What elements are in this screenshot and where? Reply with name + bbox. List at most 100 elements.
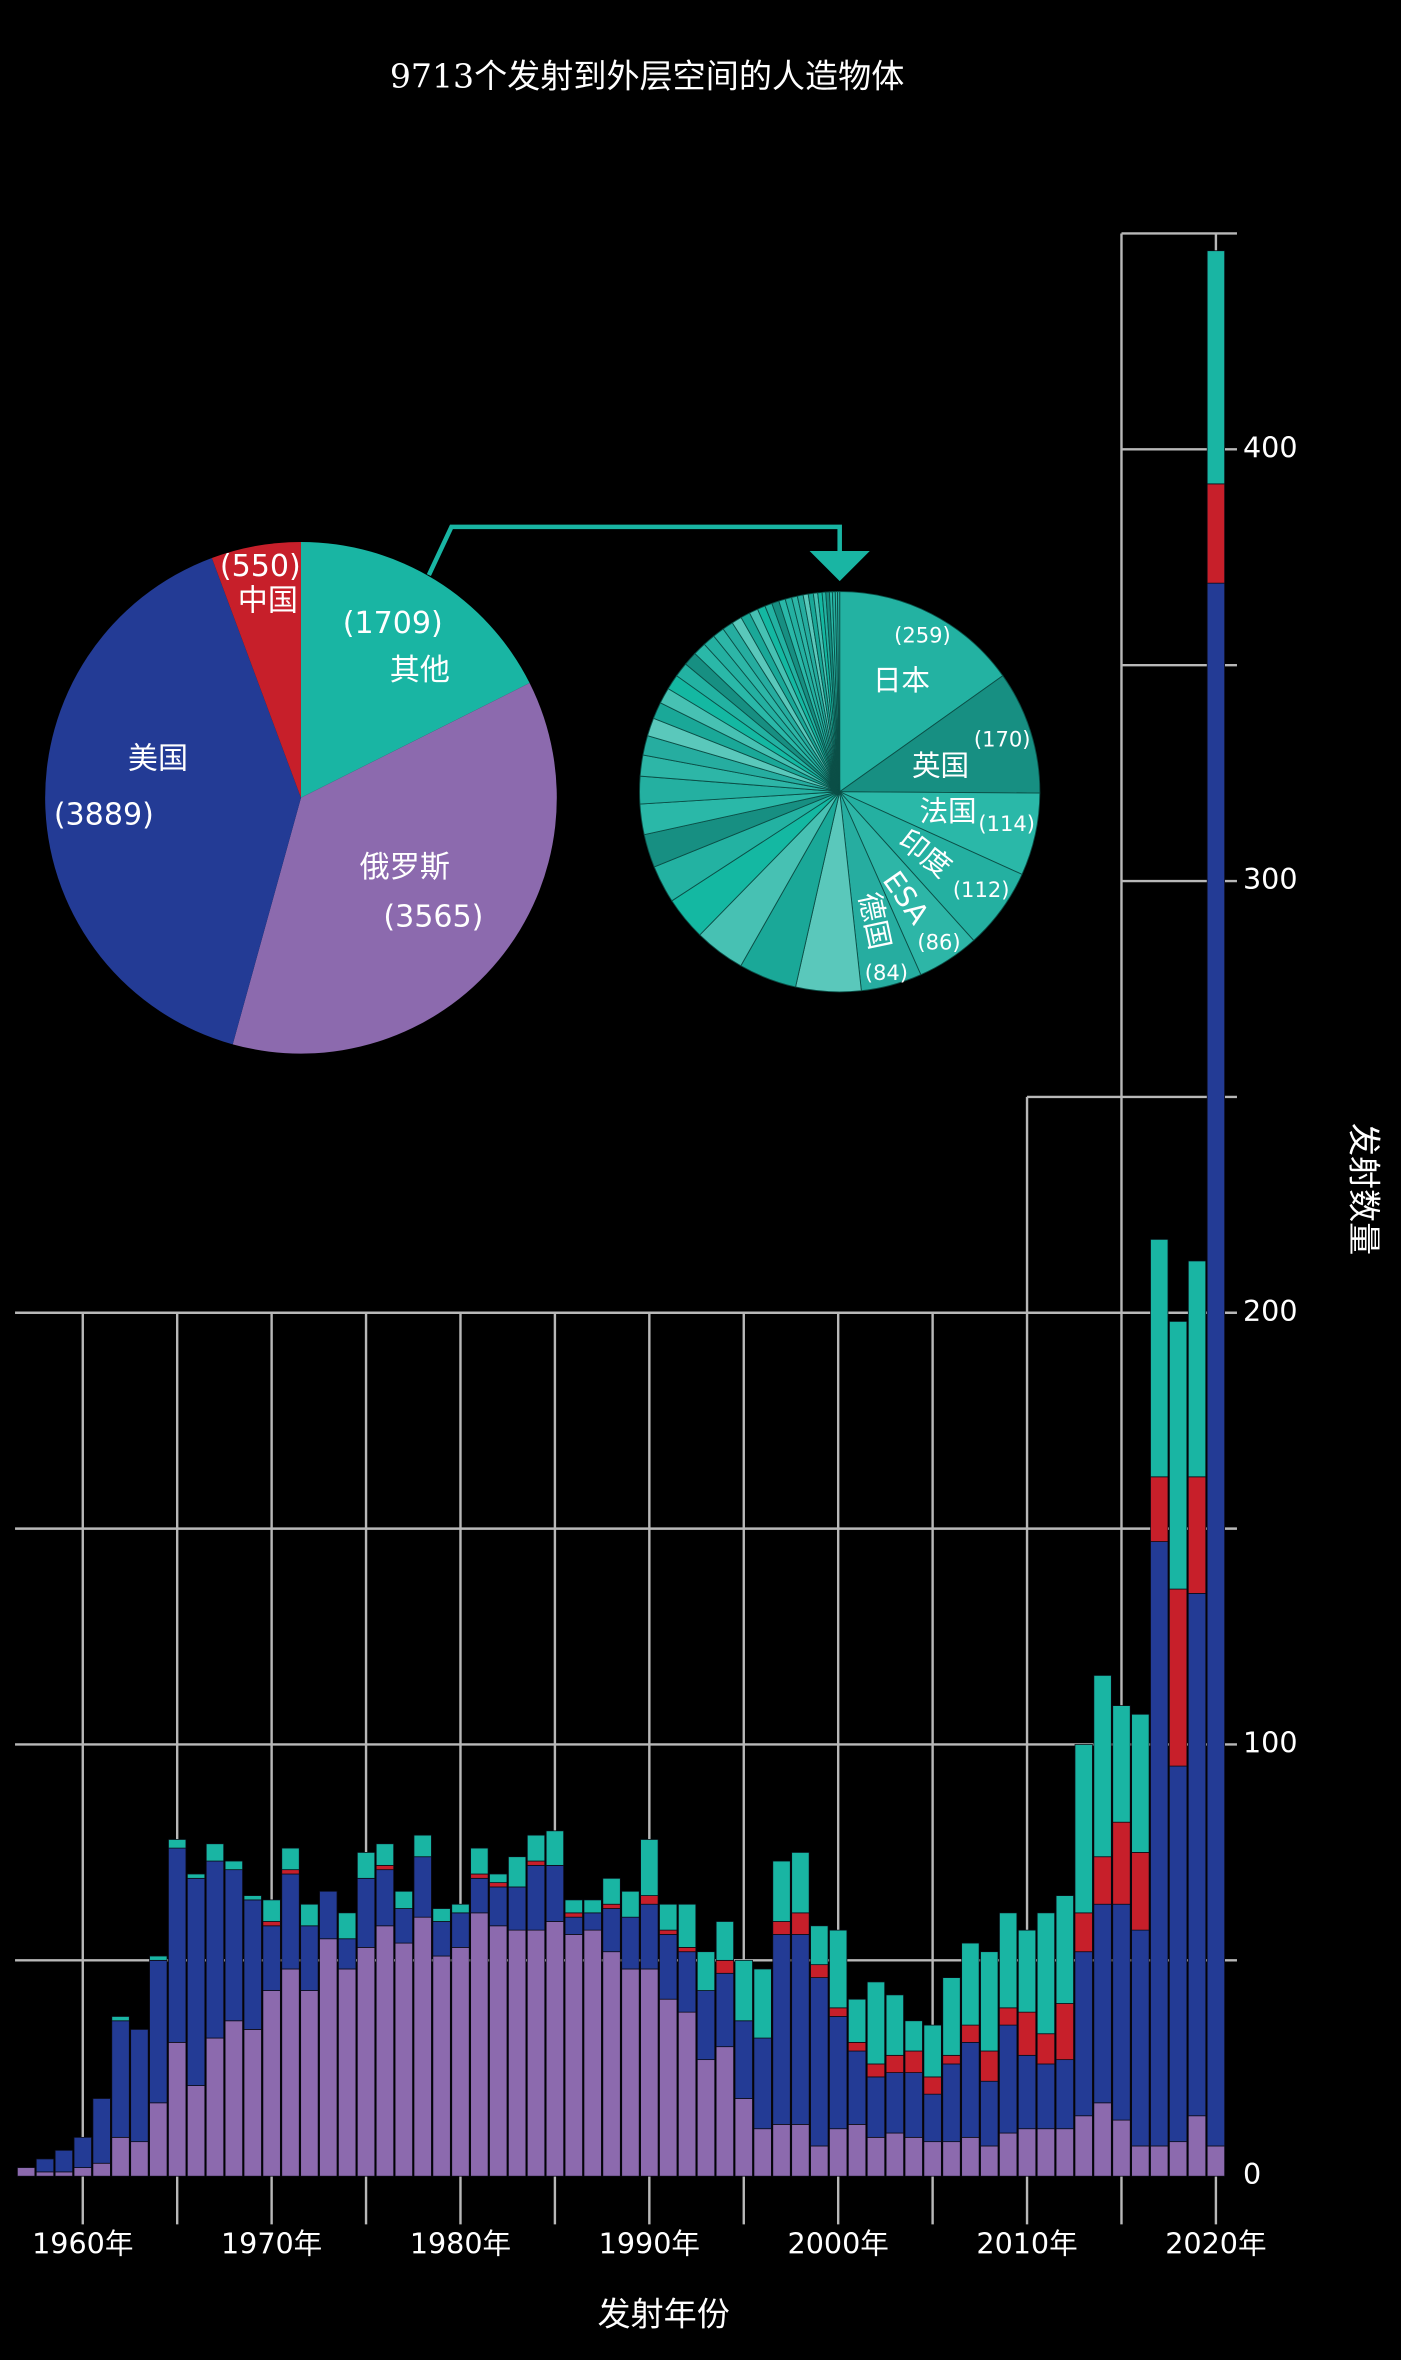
bar-segment bbox=[1112, 2119, 1131, 2177]
bar-segment bbox=[602, 1903, 621, 1909]
bar-segment bbox=[1017, 2011, 1037, 2056]
bar-segment bbox=[130, 2029, 149, 2143]
bar-segment bbox=[942, 2141, 961, 2177]
bar-segment bbox=[829, 1929, 848, 2009]
bar-segment bbox=[659, 1929, 678, 1935]
bar-segment bbox=[281, 1847, 300, 1871]
bar-segment bbox=[1055, 2003, 1074, 2061]
bar-segment bbox=[715, 2046, 734, 2177]
bar-segment bbox=[413, 1916, 432, 2177]
bar-segment bbox=[338, 1938, 357, 1970]
bar-segment bbox=[923, 2141, 942, 2177]
bar-segment bbox=[961, 2136, 980, 2177]
bar-segment bbox=[678, 1947, 697, 1953]
bar-segment bbox=[375, 1843, 395, 1866]
bar-segment bbox=[696, 2059, 716, 2177]
bar-segment bbox=[224, 1860, 243, 1871]
bar-segment bbox=[923, 2093, 942, 2143]
bar-segment bbox=[1017, 2128, 1037, 2177]
bar-segment bbox=[1093, 2102, 1112, 2177]
bar-segment bbox=[470, 1912, 489, 2177]
bar-segment bbox=[847, 2050, 867, 2125]
bar-segment bbox=[224, 2020, 243, 2177]
bar-segment bbox=[1036, 2128, 1056, 2177]
bar-segment bbox=[1150, 1476, 1169, 1542]
bar-segment bbox=[319, 1938, 338, 2177]
bar-segment bbox=[243, 2029, 262, 2177]
bar-segment bbox=[715, 1959, 734, 1974]
pie-value-label: (3565) bbox=[383, 900, 483, 935]
pie-label: 中国 bbox=[238, 584, 298, 619]
bar-segment bbox=[413, 1856, 432, 1918]
bar-segment bbox=[262, 1990, 281, 2177]
bar-segment bbox=[640, 1895, 659, 1905]
bar-segment bbox=[1074, 1912, 1093, 1953]
bar-segment bbox=[866, 2063, 886, 2078]
bar-segment bbox=[243, 1895, 262, 1901]
bar-segment bbox=[451, 1912, 470, 1948]
x-tick-label: 1990年 bbox=[599, 2226, 700, 2260]
y-tick-label: 0 bbox=[1243, 2157, 1261, 2191]
connector-arrow bbox=[809, 550, 870, 582]
bar-segment bbox=[999, 2024, 1018, 2134]
bar-segment bbox=[885, 2132, 904, 2177]
bar-segment bbox=[640, 1968, 659, 2177]
y-tick-label: 200 bbox=[1243, 1294, 1298, 1328]
bar-segment bbox=[1074, 2115, 1093, 2177]
bar-segment bbox=[149, 2102, 168, 2177]
bar-segment bbox=[829, 2128, 848, 2177]
bar-segment bbox=[545, 1921, 565, 2177]
bar-segment bbox=[526, 1929, 546, 2177]
bar-segment bbox=[1131, 1713, 1150, 1853]
bar-segment bbox=[432, 1908, 451, 1922]
x-tick-label: 1980年 bbox=[410, 2226, 511, 2260]
bar-segment bbox=[1187, 1476, 1207, 1594]
bar-segment bbox=[923, 2024, 942, 2078]
bar-segment bbox=[753, 2128, 772, 2177]
bar-segment bbox=[772, 1934, 791, 2125]
bar-segment bbox=[489, 1886, 508, 1927]
pie-value-label: (86) bbox=[917, 930, 960, 955]
bar-segment bbox=[470, 1847, 489, 1875]
bar-segment bbox=[696, 1990, 716, 2061]
bar-segment bbox=[54, 2171, 73, 2177]
bar-segment bbox=[999, 2132, 1018, 2177]
bar-segment bbox=[111, 2020, 130, 2138]
bar-segment bbox=[111, 2016, 130, 2022]
bar-segment bbox=[186, 1873, 206, 1879]
bar-segment bbox=[715, 1921, 734, 1961]
bar-segment bbox=[942, 2063, 961, 2143]
bar-segment bbox=[319, 1890, 338, 1940]
bar-segment bbox=[999, 1912, 1018, 2009]
bar-segment bbox=[489, 1925, 508, 2177]
bar-segment bbox=[942, 1977, 961, 2056]
bar-segment bbox=[1150, 1238, 1169, 1478]
bar-segment bbox=[205, 1860, 225, 2039]
bar-segment bbox=[847, 2041, 867, 2052]
bars bbox=[17, 250, 1226, 2177]
x-tick-label: 1970年 bbox=[221, 2226, 322, 2260]
bar-segment bbox=[35, 2171, 55, 2177]
bar-segment bbox=[1055, 2128, 1074, 2177]
pie-slice bbox=[211, 541, 301, 798]
pie-label: 俄罗斯 bbox=[360, 850, 450, 885]
pie-value-label: (1709) bbox=[343, 606, 443, 641]
pie-label: 其他 bbox=[390, 653, 450, 688]
bar-segment bbox=[1206, 582, 1226, 2147]
bar-segment bbox=[338, 1912, 357, 1940]
bar-segment bbox=[772, 2124, 791, 2177]
bar-segment bbox=[564, 1899, 583, 1914]
bar-segment bbox=[1169, 2141, 1188, 2177]
bar-segment bbox=[73, 2167, 92, 2177]
bar-segment bbox=[1206, 250, 1226, 485]
bar-segment bbox=[659, 1934, 678, 2000]
bar-segment bbox=[168, 1839, 187, 1849]
bar-segment bbox=[130, 2141, 149, 2177]
bar-segment bbox=[640, 1839, 659, 1896]
bar-segment bbox=[356, 1947, 376, 2177]
bar-segment bbox=[791, 2124, 810, 2177]
bar-segment bbox=[1093, 1856, 1112, 1905]
bar-segment bbox=[696, 1951, 716, 1991]
bar-segment bbox=[1187, 2115, 1207, 2177]
bar-segment bbox=[1112, 1821, 1131, 1905]
